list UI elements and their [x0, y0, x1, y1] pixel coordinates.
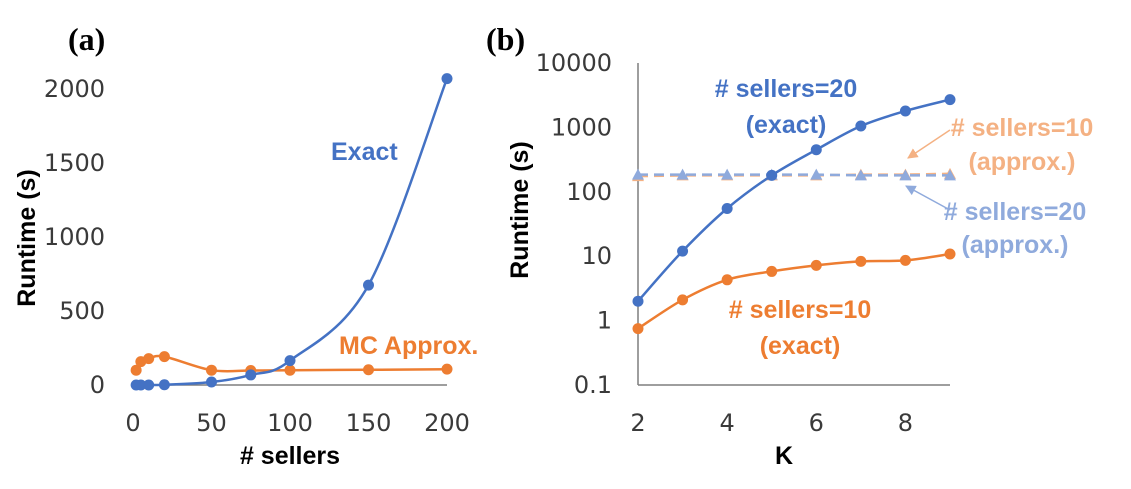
panel-b-x-tick-label: 8 [898, 409, 913, 437]
data-point [441, 73, 453, 85]
panel-a-series-exact [130, 73, 453, 391]
data-point [206, 364, 217, 376]
data-point [284, 355, 296, 367]
data-point [632, 168, 644, 180]
panel-b-y-ticks: 0.1 1 10 100 1000 10000 [536, 49, 612, 399]
data-point [284, 364, 296, 376]
panel-a-x-axis-title: # sellers [240, 442, 340, 470]
panel-b-series-sellers20-exact [632, 94, 956, 307]
panel-a-y-axis-title: Runtime (s) [13, 169, 41, 307]
data-point [855, 255, 867, 267]
data-point [632, 323, 644, 335]
panel-b-y-tick-label: 1000 [551, 113, 612, 141]
data-point [899, 169, 912, 181]
panel-b-x-tick-label: 4 [720, 409, 735, 437]
panel-b-y-tick-label: 1 [597, 307, 612, 335]
data-point [158, 351, 170, 363]
data-point [206, 376, 217, 388]
data-point [143, 379, 155, 391]
data-point [721, 274, 733, 286]
data-point [677, 294, 689, 306]
panel-b-series-sellers20-approx [632, 168, 956, 181]
data-point [944, 248, 956, 260]
panel-b-arrow-sellers10-approx [907, 129, 951, 159]
panel-a-y-ticks: 0 500 1000 1500 2000 [44, 75, 105, 399]
panel-a-x-tick-label: 50 [196, 409, 227, 437]
data-point [944, 169, 956, 181]
data-point [810, 144, 822, 156]
panel-b-label-sellers10-exact-line1: # sellers=10 [729, 296, 872, 324]
panel-a-series-mc-approx [130, 351, 453, 376]
series-line [638, 173, 950, 177]
panel-b-label-sellers20-exact-line2: (exact) [746, 111, 827, 139]
data-point [899, 254, 911, 266]
data-point [130, 364, 142, 376]
panel-b-label-sellers20-approx-line1: # sellers=20 [944, 198, 1087, 226]
panel-a-x-tick-label: 150 [346, 409, 392, 437]
panel-b-x-tick-label: 2 [630, 409, 645, 437]
data-point [766, 265, 778, 277]
panel-a-x-tick-label: 100 [267, 409, 313, 437]
panel-b-y-tick-label: 10 [581, 242, 612, 270]
panel-a-x-tick-label: 200 [424, 409, 470, 437]
data-point [632, 295, 644, 307]
panel-b-series-sellers10-exact [632, 248, 956, 335]
panel-a-x-tick-label: 0 [125, 409, 140, 437]
panel-b-series [632, 94, 956, 335]
panel-b-label-sellers20-exact-line1: # sellers=20 [715, 75, 858, 103]
data-point [245, 369, 257, 381]
panel-b-x-tick-label: 6 [809, 409, 824, 437]
panel-b-y-tick-label: 10000 [536, 49, 612, 77]
panel-b-y-tick-label: 100 [566, 178, 612, 206]
panel-a-label: (a) [68, 21, 105, 57]
panel-b-label-sellers10-exact-line2: (exact) [760, 332, 841, 360]
panel-b-label: (b) [486, 21, 525, 57]
panel-b-y-tick-label: 0.1 [574, 371, 612, 399]
data-point [441, 363, 453, 375]
panel-a-y-tick-label: 500 [59, 297, 105, 325]
panel-a-y-tick-label: 1000 [44, 223, 105, 251]
panel-a-x-ticks: 0 50 100 150 200 [125, 409, 470, 437]
panel-b-y-axis-title: Runtime (s) [506, 141, 534, 279]
panel-b-x-axis-title: K [775, 442, 793, 470]
data-point [810, 168, 823, 180]
panel-b-x-ticks: 2 4 6 8 [630, 409, 913, 437]
data-point [676, 168, 689, 180]
panel-a-y-tick-label: 2000 [44, 75, 105, 103]
panel-a-y-tick-label: 1500 [44, 149, 105, 177]
data-point [158, 379, 170, 391]
data-point [677, 245, 689, 257]
data-point [363, 364, 374, 376]
data-point [810, 259, 822, 271]
panel-a-y-tick-label: 0 [90, 371, 105, 399]
panel-b-label-sellers20-approx-line2: (approx.) [962, 231, 1069, 259]
panel-b-label-sellers10-approx-line2: (approx.) [969, 148, 1076, 176]
data-point [899, 105, 911, 117]
panel-b-label-sellers10-approx-line1: # sellers=10 [951, 114, 1094, 142]
panel-a-series [130, 73, 453, 391]
data-point [854, 169, 867, 181]
data-point [855, 120, 867, 132]
data-point [143, 353, 155, 365]
data-point [766, 169, 778, 181]
panel-a-label-exact: Exact [331, 138, 398, 166]
panel-b-arrow-sellers20-approx [905, 185, 951, 211]
data-point [721, 168, 734, 180]
panel-a-label-mc-approx: MC Approx. [339, 332, 478, 360]
data-point [944, 94, 956, 106]
data-point [135, 379, 147, 391]
data-point [721, 203, 733, 215]
data-point [363, 279, 374, 291]
panel-a: (a) 0 500 1000 1500 2000 0 50 100 150 200 Runtim… [13, 21, 478, 470]
